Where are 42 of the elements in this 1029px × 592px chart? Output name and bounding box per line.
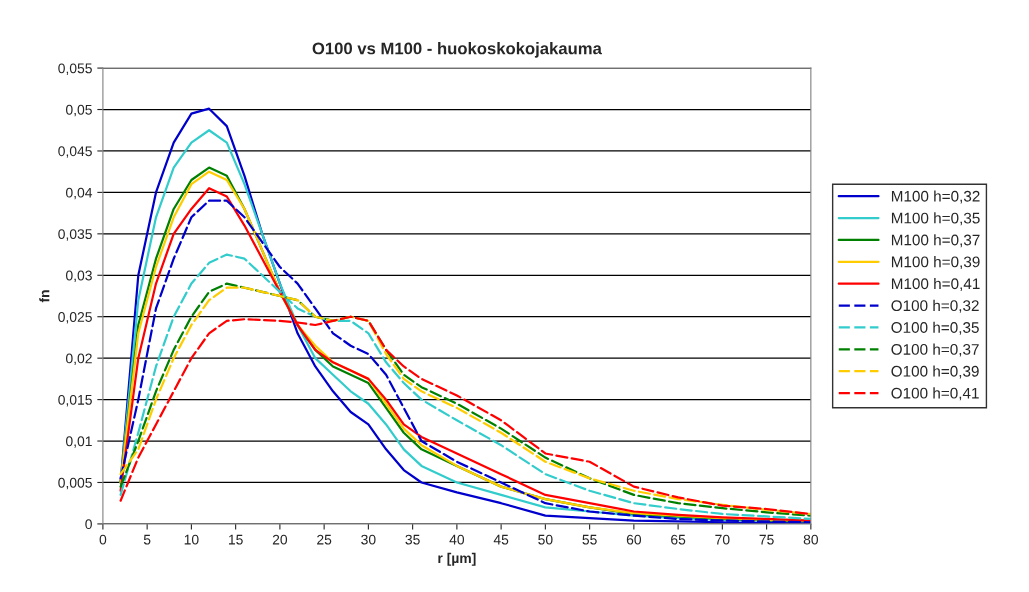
legend-label: O100 h=0,32: [891, 299, 979, 313]
x-tick-label: 45: [493, 534, 509, 545]
legend-label: M100 h=0,37: [891, 234, 980, 248]
y-tick-label: 0,02: [66, 353, 92, 365]
y-tick-label: 0,05: [66, 104, 92, 117]
x-tick-label: 20: [272, 534, 288, 545]
x-tick-label: 50: [538, 534, 553, 545]
x-tick-label: 10: [184, 534, 199, 545]
y-tick-label: 0,035: [58, 229, 92, 241]
legend-label: O100 h=0,41: [891, 387, 979, 401]
y-tick-label: 0,025: [58, 312, 92, 324]
legend-label: M100 h=0,39: [891, 256, 980, 270]
x-tick-label: 80: [803, 534, 819, 545]
x-tick-label: 70: [715, 534, 730, 545]
x-tick-label: 30: [361, 534, 376, 545]
legend-label: M100 h=0,41: [891, 277, 980, 291]
y-tick-label: 0,04: [66, 187, 93, 200]
legend-label: M100 h=0,32: [891, 190, 980, 204]
x-tick-label: 5: [143, 534, 151, 545]
y-tick-label: 0,045: [58, 146, 92, 158]
legend-label: O100 h=0,39: [891, 365, 979, 379]
legend-label: O100 h=0,37: [891, 343, 979, 357]
y-tick-label: 0,03: [66, 270, 92, 283]
chart-title: O100 vs M100 - huokoskokojakauma: [312, 42, 602, 58]
x-tick-label: 75: [759, 534, 774, 545]
x-tick-label: 0: [99, 534, 107, 545]
legend-label: O100 h=0,35: [891, 321, 979, 335]
x-tick-label: 15: [228, 534, 243, 545]
x-tick-label: 60: [626, 534, 642, 545]
legend-label: M100 h=0,35: [891, 212, 980, 226]
x-tick-label: 65: [671, 534, 686, 545]
y-tick-label: 0,015: [58, 394, 92, 407]
x-tick-label: 55: [582, 534, 597, 545]
y-axis-title: fn: [39, 290, 50, 303]
y-tick-label: 0,01: [66, 436, 92, 448]
y-tick-label: 0,005: [58, 477, 92, 490]
y-tick-label: 0,055: [58, 63, 92, 75]
x-tick-label: 25: [317, 534, 332, 545]
y-tick-label: 0: [85, 519, 92, 530]
x-tick-label: 35: [405, 534, 420, 545]
x-tick-label: 40: [449, 534, 465, 545]
x-axis-title: r [µm]: [438, 552, 476, 566]
